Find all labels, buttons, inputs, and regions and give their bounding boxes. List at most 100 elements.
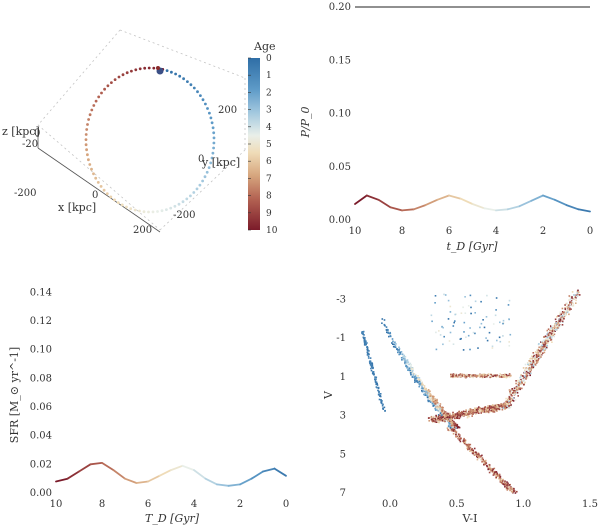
cmd-point (478, 375, 481, 377)
cmd-point (550, 326, 552, 328)
cmd-point (417, 381, 419, 384)
cmd-point (464, 296, 466, 298)
cmd-point (437, 414, 440, 416)
orbit-point (133, 208, 137, 212)
cmd-point (571, 296, 573, 298)
cmd-point (483, 326, 486, 329)
orbit-point (165, 69, 169, 72)
cmd-point (506, 403, 509, 406)
cmd-point (532, 360, 534, 362)
pressure-line-segment (577, 208, 591, 213)
cmd-point (423, 390, 426, 393)
cmd-point (533, 359, 536, 361)
colorbar-tick-label: 2 (266, 88, 272, 98)
cmd-point (388, 332, 391, 335)
cmd-point (464, 414, 466, 416)
cmd-point (555, 322, 557, 324)
cmd-point (471, 448, 473, 450)
cmd-point (529, 371, 532, 374)
sfr-xtick-label: 0 (283, 499, 289, 510)
cmd-point (362, 330, 365, 333)
orbit-point (169, 206, 173, 210)
cmd-point (495, 476, 497, 479)
cmd-point (483, 411, 485, 413)
orbit-point (129, 207, 133, 211)
cmd-point (474, 409, 477, 411)
sfr-ytick-label: 0.06 (30, 402, 52, 413)
cmd-point (477, 455, 479, 457)
cmd-point (561, 315, 564, 317)
cmd-point (480, 410, 483, 412)
cmd-point (562, 321, 564, 323)
cmd-point (402, 359, 405, 361)
cmd-point (500, 403, 502, 405)
sfr-line-segment (250, 470, 264, 480)
cmd-point (439, 419, 441, 422)
cmd-point (573, 294, 575, 296)
cmd-point (537, 352, 540, 354)
colorbar-tick-label: 0 (266, 54, 272, 64)
orbit-point (152, 66, 156, 70)
cmd-point (455, 413, 457, 415)
cmd-point (488, 464, 491, 466)
cmd-point (576, 295, 579, 297)
cmd-point (510, 400, 512, 402)
cmd-point (382, 408, 384, 410)
cmd-point (466, 373, 468, 376)
cmd-point (398, 350, 400, 353)
orbit-point (201, 179, 205, 183)
cmd-point (402, 356, 405, 358)
cmd-point (462, 374, 464, 377)
cmd-point (498, 336, 501, 339)
cmd-point (465, 409, 467, 411)
cmd-point (386, 331, 388, 334)
orbit-point (130, 69, 133, 73)
cmd-point (518, 384, 520, 387)
cmd-point (514, 399, 517, 401)
cmd-point (466, 447, 469, 450)
cmd-point (469, 446, 471, 449)
cmd-point (569, 303, 572, 306)
cmd-point (456, 414, 458, 416)
cmd-point (455, 417, 458, 419)
cmd-point (508, 484, 511, 486)
cmd-point (526, 374, 529, 377)
cmd-point (435, 417, 438, 419)
cmd-point (458, 374, 460, 376)
cmd-point (435, 404, 437, 407)
cmd-point (485, 462, 488, 464)
cmd-point (564, 304, 566, 306)
orbit-point (103, 87, 106, 91)
cmd-point (471, 374, 474, 377)
cmd-point (544, 341, 546, 343)
cmd-ytick-label: 1 (340, 372, 346, 383)
cmd-point (535, 353, 538, 356)
cmd-point (453, 376, 456, 378)
cmd-point (459, 375, 462, 378)
colorbar-tick-label: 10 (266, 226, 278, 236)
cmd-xlabel: V-I (462, 512, 478, 525)
cmd-point (431, 397, 434, 400)
colorbar-title: Age (253, 40, 276, 53)
cmd-point (550, 332, 552, 335)
cmd-point (438, 417, 440, 419)
cmd-point (495, 309, 497, 311)
cmd-point (435, 414, 437, 417)
cmd-point (379, 393, 382, 395)
cmd-point (575, 302, 577, 304)
cmd-point (482, 408, 484, 411)
cmd-point (444, 416, 446, 418)
cmd-point (532, 356, 534, 358)
cmd-point (406, 359, 409, 361)
cmd-point (485, 375, 488, 378)
cmd-point (499, 340, 502, 343)
cmd-point (444, 411, 447, 413)
cmd-point (368, 350, 370, 352)
cmd-point (529, 369, 531, 372)
cmd-point (432, 401, 435, 403)
cmd-point (517, 386, 520, 388)
cmd-point (481, 375, 483, 377)
cmd-point (433, 398, 435, 401)
cmd-point (456, 423, 459, 426)
cmd-point (493, 473, 495, 476)
